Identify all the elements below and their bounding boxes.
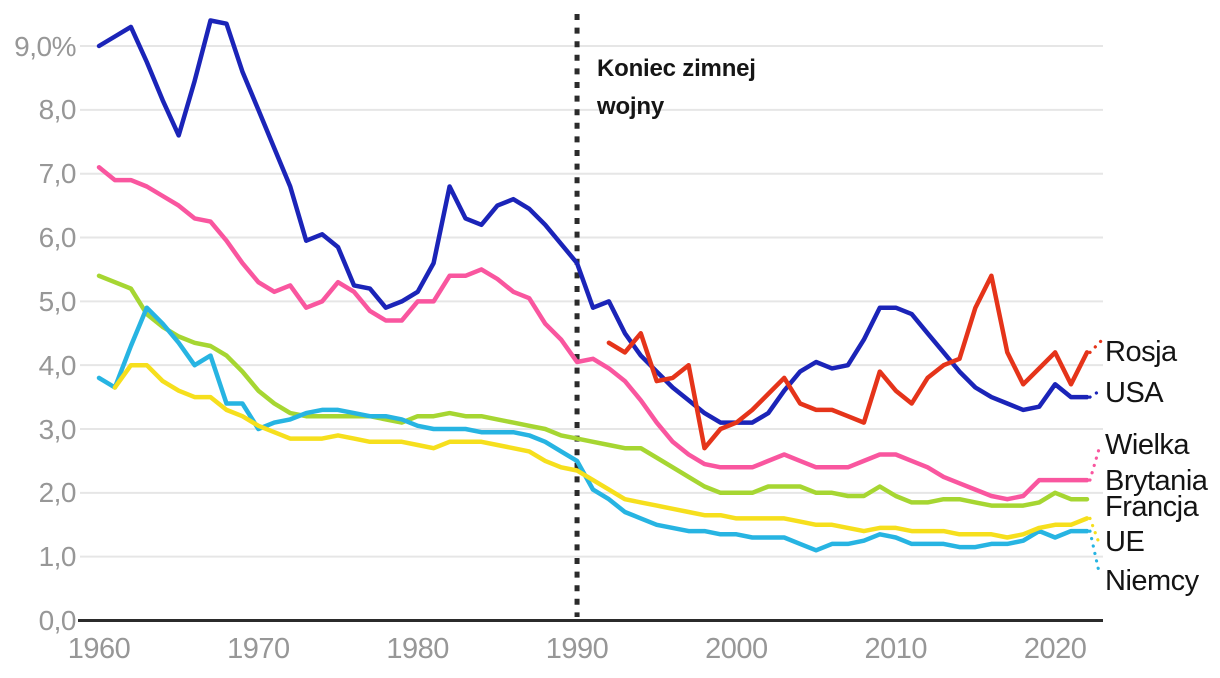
series-label-line: UE: [1105, 526, 1145, 558]
y-tick-label: 9,0%: [14, 30, 76, 62]
y-tick-label: 8,0: [38, 94, 77, 126]
y-tick-label: 0,0: [38, 605, 77, 636]
x-tick-label: 1960: [67, 633, 131, 665]
series-label-francja: Francja: [1105, 489, 1199, 525]
series-label-niemcy: Niemcy: [1105, 563, 1199, 599]
x-tick-label: 2000: [705, 633, 768, 665]
annotation-line-1: Koniec zimnej: [597, 55, 756, 82]
series-line-francja: [96, 273, 1090, 508]
series-label-ue: UE: [1105, 524, 1145, 560]
x-tick-label: 1980: [386, 633, 449, 665]
leader-line-niemcy: [1088, 529, 1101, 574]
series-label-line: USA: [1105, 377, 1164, 409]
x-tick-label: 1990: [545, 633, 609, 665]
series-label-line: Francja: [1105, 491, 1199, 523]
series-line-usa: [96, 18, 1090, 425]
leader-line-rosja: [1088, 339, 1103, 355]
y-tick-label: 2,0: [38, 477, 77, 509]
series-label-line: Wielka: [1105, 429, 1190, 461]
y-tick-label: 3,0: [38, 413, 77, 445]
series-line-rosja: [606, 273, 1090, 451]
series-label-line: Niemcy: [1105, 565, 1199, 597]
y-tick-label: 7,0: [38, 158, 77, 190]
x-tick-label: 2020: [1023, 633, 1087, 665]
y-tick-label: 1,0: [38, 541, 77, 573]
leader-line-ue: [1088, 516, 1101, 545]
series-label-wielka-brytania: Wielka Brytania: [1105, 427, 1208, 499]
annotation-line-2: wojny: [597, 93, 665, 120]
y-tick-label: 4,0: [38, 349, 77, 381]
y-tick-label: 6,0: [38, 222, 77, 254]
series-line-ue: [112, 362, 1090, 540]
series-label-line: Brytania: [1105, 465, 1208, 497]
leader-line-wielka-brytania: [1088, 447, 1101, 482]
x-tick-label: 2010: [864, 633, 927, 665]
series-label-line: Rosja: [1105, 336, 1177, 368]
leader-line-usa: [1088, 388, 1103, 399]
series-label-rosja: Rosja: [1105, 334, 1177, 370]
y-tick-label: 5,0: [38, 285, 77, 317]
x-tick-label: 1970: [227, 633, 290, 665]
series-label-usa: USA: [1105, 375, 1164, 411]
cold-war-annotation: Koniec zimnej wojny: [597, 50, 756, 126]
series-line-wielka-brytania: [96, 165, 1090, 502]
